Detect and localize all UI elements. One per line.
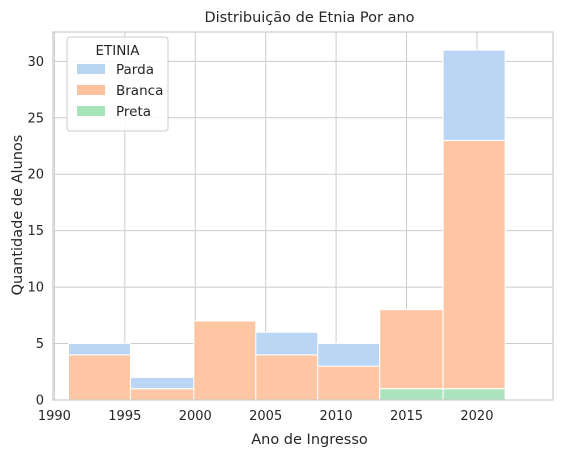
y-tick-label: 25: [27, 111, 44, 126]
y-tick-label: 10: [27, 281, 44, 296]
y-tick-label: 0: [36, 394, 44, 409]
bar-branca: [67, 354, 131, 401]
labels-layer: Distribuição de Etnia Por ano Ano de Ing…: [10, 10, 415, 448]
chart-title: Distribuição de Etnia Por ano: [204, 10, 414, 26]
x-tick-label: 1990: [38, 409, 71, 424]
bar-branca: [255, 354, 319, 401]
y-tick-label: 20: [27, 168, 44, 183]
axes-layer: 1990 1995 2000 2005 2010 2015 2020 0 5 10 15 20 25 30: [27, 31, 554, 424]
bar-parda: [317, 343, 381, 367]
bar-parda: [442, 49, 506, 141]
x-axis-label: Ano de Ingresso: [251, 432, 368, 448]
legend-label-preta: Preta: [116, 104, 151, 120]
bar-preta: [379, 388, 444, 401]
legend-title: ETINIA: [95, 43, 140, 59]
bar-preta: [442, 388, 506, 401]
bar-parda: [129, 376, 195, 390]
legend-label-parda: Parda: [116, 62, 154, 78]
bar-parda: [255, 331, 319, 356]
legend: ETINIA Parda Branca Preta: [66, 36, 169, 132]
y-tick-label: 30: [27, 55, 44, 70]
bar-branca: [442, 139, 506, 390]
legend-swatch-preta: [77, 106, 105, 116]
bar-branca: [193, 320, 257, 401]
legend-swatch-branca: [77, 85, 105, 95]
axes-frame: [52, 31, 554, 401]
bars-layer: [67, 49, 506, 401]
x-tick-label: 2000: [179, 409, 212, 424]
y-tick-label: 15: [27, 224, 44, 239]
x-tick-label: 2010: [320, 409, 353, 424]
legend-label-branca: Branca: [116, 83, 163, 99]
bar-branca: [379, 309, 444, 390]
bar-branca: [129, 388, 195, 401]
x-tick-label: 2020: [460, 409, 493, 424]
legend-swatch-parda: [77, 64, 105, 74]
y-tick-label: 5: [36, 337, 44, 352]
bar-parda: [67, 343, 131, 356]
x-tick-label: 2005: [249, 409, 282, 424]
y-axis-label: Quantidade de Alunos: [10, 135, 26, 296]
bar-branca: [317, 365, 381, 401]
x-tick-label: 2015: [390, 409, 423, 424]
x-tick-label: 1995: [108, 409, 141, 424]
